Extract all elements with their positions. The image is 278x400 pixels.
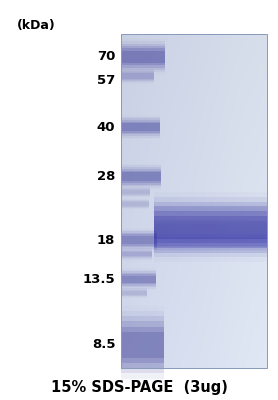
FancyBboxPatch shape xyxy=(154,216,267,239)
FancyBboxPatch shape xyxy=(121,236,157,244)
Text: 8.5: 8.5 xyxy=(92,338,115,351)
Text: 15% SDS-PAGE  (3ug): 15% SDS-PAGE (3ug) xyxy=(51,380,227,395)
Text: 70: 70 xyxy=(97,50,115,63)
FancyBboxPatch shape xyxy=(154,208,267,224)
FancyBboxPatch shape xyxy=(154,210,267,222)
Text: 57: 57 xyxy=(97,74,115,86)
FancyBboxPatch shape xyxy=(121,51,165,63)
FancyBboxPatch shape xyxy=(121,200,149,208)
FancyBboxPatch shape xyxy=(121,291,147,295)
FancyBboxPatch shape xyxy=(121,230,157,250)
FancyBboxPatch shape xyxy=(154,211,267,221)
FancyBboxPatch shape xyxy=(121,231,157,249)
FancyBboxPatch shape xyxy=(121,273,156,286)
FancyBboxPatch shape xyxy=(121,190,150,194)
FancyBboxPatch shape xyxy=(154,212,267,220)
FancyBboxPatch shape xyxy=(121,289,147,296)
FancyBboxPatch shape xyxy=(121,322,164,368)
FancyBboxPatch shape xyxy=(121,288,147,297)
Text: 40: 40 xyxy=(97,121,115,134)
FancyBboxPatch shape xyxy=(121,73,154,79)
FancyBboxPatch shape xyxy=(121,271,156,287)
FancyBboxPatch shape xyxy=(121,72,154,80)
FancyBboxPatch shape xyxy=(121,332,164,358)
Text: 28: 28 xyxy=(97,170,115,183)
FancyBboxPatch shape xyxy=(121,311,164,378)
FancyBboxPatch shape xyxy=(121,122,160,133)
FancyBboxPatch shape xyxy=(121,171,161,183)
FancyBboxPatch shape xyxy=(121,48,165,65)
FancyBboxPatch shape xyxy=(121,172,161,181)
FancyBboxPatch shape xyxy=(121,249,152,259)
FancyBboxPatch shape xyxy=(121,71,154,81)
FancyBboxPatch shape xyxy=(121,276,156,283)
FancyBboxPatch shape xyxy=(121,250,152,258)
FancyBboxPatch shape xyxy=(121,165,161,188)
FancyBboxPatch shape xyxy=(121,270,156,288)
FancyBboxPatch shape xyxy=(121,118,160,136)
FancyBboxPatch shape xyxy=(121,234,157,246)
FancyBboxPatch shape xyxy=(121,117,160,138)
FancyBboxPatch shape xyxy=(154,202,267,253)
FancyBboxPatch shape xyxy=(121,41,165,72)
FancyBboxPatch shape xyxy=(121,274,156,284)
FancyBboxPatch shape xyxy=(121,200,149,208)
FancyBboxPatch shape xyxy=(121,290,147,296)
Text: 18: 18 xyxy=(97,234,115,246)
FancyBboxPatch shape xyxy=(121,70,154,82)
FancyBboxPatch shape xyxy=(154,206,267,248)
FancyBboxPatch shape xyxy=(121,44,165,70)
FancyBboxPatch shape xyxy=(121,189,150,195)
FancyBboxPatch shape xyxy=(121,316,164,374)
FancyBboxPatch shape xyxy=(154,197,267,257)
FancyBboxPatch shape xyxy=(121,188,150,196)
FancyBboxPatch shape xyxy=(154,234,267,250)
FancyBboxPatch shape xyxy=(154,237,267,247)
FancyBboxPatch shape xyxy=(121,202,149,206)
FancyBboxPatch shape xyxy=(154,238,267,246)
FancyBboxPatch shape xyxy=(121,252,152,256)
FancyBboxPatch shape xyxy=(121,188,150,196)
FancyBboxPatch shape xyxy=(121,120,160,134)
FancyBboxPatch shape xyxy=(121,123,160,131)
Text: (kDa): (kDa) xyxy=(17,20,56,32)
FancyBboxPatch shape xyxy=(121,167,161,186)
FancyBboxPatch shape xyxy=(121,169,161,185)
FancyBboxPatch shape xyxy=(121,251,152,257)
Text: 13.5: 13.5 xyxy=(83,273,115,286)
FancyBboxPatch shape xyxy=(154,211,267,244)
FancyBboxPatch shape xyxy=(121,233,157,247)
FancyBboxPatch shape xyxy=(121,201,149,207)
FancyBboxPatch shape xyxy=(154,236,267,248)
FancyBboxPatch shape xyxy=(121,46,165,68)
FancyBboxPatch shape xyxy=(121,326,164,363)
